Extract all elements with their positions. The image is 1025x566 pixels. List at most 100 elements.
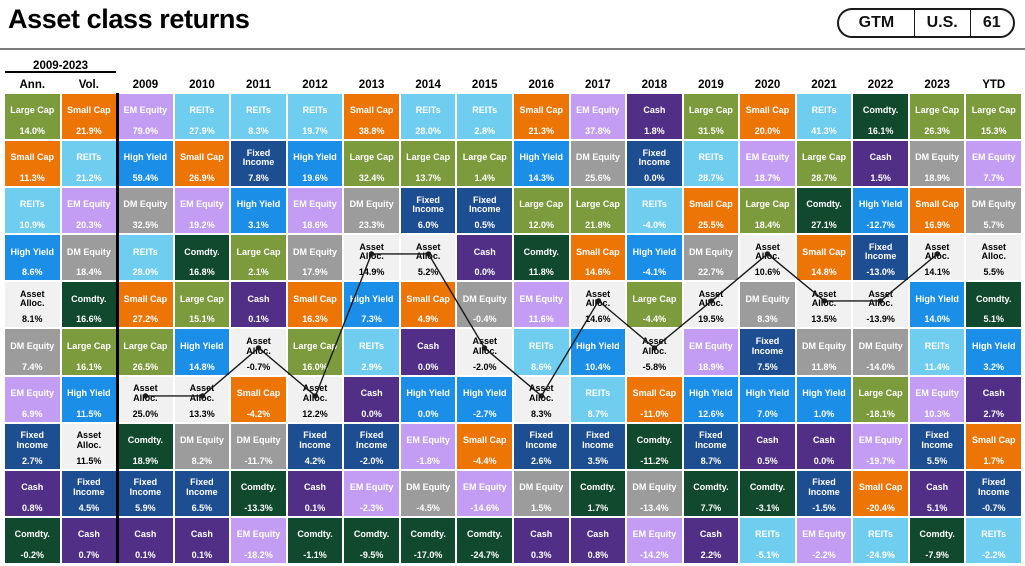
return-cell: Large Cap 2.1% — [231, 235, 286, 281]
return-cell: REITs -24.9% — [853, 517, 908, 563]
return-cell: REITs 2.9% — [344, 329, 399, 375]
return-cell: DM Equity 5.7% — [966, 188, 1021, 234]
return-cell: Comdty. -13.3% — [231, 470, 286, 516]
return-cell: Asset Alloc. 13.5% — [796, 282, 852, 328]
return-cell: EM Equity 11.6% — [514, 282, 569, 328]
return-cell: Small Cap 14.8% — [796, 235, 852, 281]
return-cell: DM Equity 8.3% — [740, 282, 795, 328]
column-header-ytd: YTD — [982, 79, 1006, 91]
return-cell: High Yield 14.8% — [174, 329, 230, 375]
return-cell: Fixed Income 7.8% — [231, 141, 286, 187]
return-cell: High Yield 59.4% — [118, 141, 173, 187]
return-cell: Small Cap 27.2% — [118, 282, 173, 328]
return-cell: Asset Alloc. -5.8% — [627, 329, 682, 375]
return-cell: REITs 27.9% — [174, 94, 230, 140]
return-cell: Asset Alloc. 25.0% — [118, 376, 173, 422]
return-cell: Cash 0.3% — [514, 517, 569, 563]
return-cell: Large Cap -18.1% — [853, 376, 908, 422]
return-cell: EM Equity 37.8% — [570, 94, 626, 140]
return-cell: Asset Alloc. -13.9% — [853, 282, 908, 328]
return-cell: Asset Alloc. 14.1% — [909, 235, 965, 281]
return-cell: Comdty. -9.5% — [344, 517, 399, 563]
column-header-2021: 2021 — [811, 79, 837, 91]
return-cell: Comdty. -17.0% — [400, 517, 456, 563]
return-cell: REITs 8.3% — [231, 94, 286, 140]
return-cell: Small Cap 21.3% — [514, 94, 569, 140]
return-cell: Large Cap 21.8% — [570, 188, 626, 234]
return-cell: Fixed Income 6.0% — [400, 188, 456, 234]
return-cell: Large Cap 1.4% — [457, 141, 512, 187]
return-cell: DM Equity -11.7% — [231, 423, 286, 469]
return-cell: EM Equity -14.2% — [627, 517, 682, 563]
return-cell: DM Equity 7.4% — [5, 329, 60, 375]
return-cell: Small Cap 4.9% — [400, 282, 456, 328]
return-cell: Small Cap 16.9% — [909, 188, 965, 234]
return-cell: Cash 0.8% — [5, 470, 60, 516]
return-cell: DM Equity -0.4% — [457, 282, 512, 328]
return-cell: Asset Alloc. 11.5% — [61, 423, 117, 469]
return-cell: EM Equity 6.9% — [5, 376, 60, 422]
return-cell: Fixed Income 2.6% — [514, 423, 569, 469]
return-cell: Comdty. 1.7% — [570, 470, 626, 516]
return-cell: Fixed Income -2.0% — [344, 423, 399, 469]
return-cell: Small Cap -4.4% — [457, 423, 512, 469]
return-cell: Large Cap 18.4% — [740, 188, 795, 234]
column-header-ann: Ann. — [19, 79, 46, 91]
return-cell: High Yield 7.0% — [740, 376, 795, 422]
return-cell: REITs 21.2% — [61, 141, 117, 187]
return-cell: Fixed Income 0.0% — [627, 141, 682, 187]
return-cell: Fixed Income 4.2% — [287, 423, 343, 469]
return-cell: REITs 8.7% — [570, 376, 626, 422]
return-cell: REITs 11.4% — [909, 329, 965, 375]
return-cell: High Yield -12.7% — [853, 188, 908, 234]
return-cell: Cash 0.0% — [457, 235, 512, 281]
return-cell: Large Cap 13.7% — [400, 141, 456, 187]
return-cell: High Yield -4.1% — [627, 235, 682, 281]
return-cell: Large Cap 14.0% — [5, 94, 60, 140]
return-cell: EM Equity 18.7% — [740, 141, 795, 187]
return-cell: Large Cap 16.0% — [287, 329, 343, 375]
column-header-2012: 2012 — [302, 79, 328, 91]
return-cell: Cash 0.0% — [400, 329, 456, 375]
return-cell: Comdty. -24.7% — [457, 517, 512, 563]
return-cell: EM Equity -2.3% — [344, 470, 399, 516]
return-cell: EM Equity -19.7% — [853, 423, 908, 469]
return-cell: DM Equity 23.3% — [344, 188, 399, 234]
return-cell: Fixed Income -1.5% — [796, 470, 852, 516]
return-cell: High Yield 3.1% — [231, 188, 286, 234]
return-cell: Comdty. 11.8% — [514, 235, 569, 281]
return-cell: Asset Alloc. 13.3% — [174, 376, 230, 422]
return-cell: Comdty. 27.1% — [796, 188, 852, 234]
return-cell: Asset Alloc. 5.5% — [966, 235, 1021, 281]
return-cell: Asset Alloc. 14.6% — [570, 282, 626, 328]
return-cell: High Yield 3.2% — [966, 329, 1021, 375]
return-cell: DM Equity 32.5% — [118, 188, 173, 234]
return-cell: High Yield -2.7% — [457, 376, 512, 422]
gtm-page-badge: GTM U.S. 61 — [837, 8, 1015, 38]
return-cell: Cash 1.8% — [627, 94, 682, 140]
return-cell: DM Equity 18.9% — [909, 141, 965, 187]
return-cell: Large Cap -4.4% — [627, 282, 682, 328]
title-divider-rule — [0, 48, 1025, 50]
return-cell: EM Equity -18.2% — [231, 517, 286, 563]
return-cell: Asset Alloc. -0.7% — [231, 329, 286, 375]
return-cell: Cash 5.1% — [909, 470, 965, 516]
column-header-2010: 2010 — [189, 79, 215, 91]
column-header-2013: 2013 — [358, 79, 385, 91]
return-cell: High Yield 19.6% — [287, 141, 343, 187]
return-cell: DM Equity 18.4% — [61, 235, 117, 281]
gtm-label: GTM — [858, 14, 895, 31]
returns-grid: 2009-2023 Ann. Large Cap 14.0% Small Cap 11.… — [5, 59, 1021, 563]
return-cell: DM Equity 8.2% — [174, 423, 230, 469]
return-cell: Comdty. -7.9% — [909, 517, 965, 563]
return-cell: Small Cap -11.0% — [627, 376, 682, 422]
return-cell: REITs -2.2% — [966, 517, 1021, 563]
return-cell: EM Equity 18.9% — [683, 329, 739, 375]
return-cell: REITs 8.6% — [514, 329, 569, 375]
return-cell: REITs -5.1% — [740, 517, 795, 563]
return-cell: Fixed Income 8.7% — [683, 423, 739, 469]
return-cell: Fixed Income 2.7% — [5, 423, 60, 469]
return-cell: Comdty. -1.1% — [287, 517, 343, 563]
column-header-2011: 2011 — [246, 79, 271, 91]
return-cell: DM Equity -13.4% — [627, 470, 682, 516]
